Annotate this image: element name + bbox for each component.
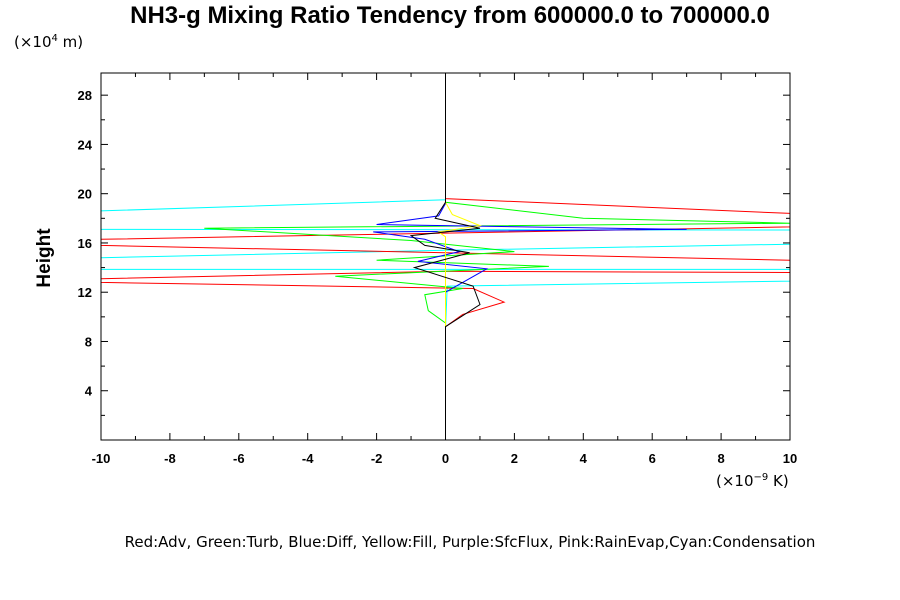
y-tick-label: 24: [78, 137, 93, 152]
x-tick-label: -2: [371, 451, 383, 466]
series-line-turb: [204, 73, 791, 439]
series-layer: [100, 73, 791, 440]
x-tick-label: 10: [783, 451, 797, 466]
y-tick-label: 8: [85, 334, 92, 349]
x-tick-label: 8: [717, 451, 724, 466]
x-tick-label: 0: [442, 451, 449, 466]
y-tick-label: 12: [78, 285, 92, 300]
legend-text: Red:Adv, Green:Turb, Blue:Diff, Yellow:F…: [124, 533, 816, 551]
series-line-diff: [373, 73, 687, 439]
x-axis-unit: (×10−9 K): [716, 472, 789, 490]
x-unit-prefix: (×10: [716, 472, 754, 490]
y-axis-label: Height: [34, 228, 55, 288]
y-unit-suffix: m): [57, 33, 84, 51]
y-unit-prefix: (×10: [14, 33, 52, 51]
x-tick-label: 6: [649, 451, 656, 466]
x-tick-label: -10: [92, 451, 111, 466]
y-unit-exponent: 4: [51, 33, 58, 44]
x-tick-label: 4: [580, 451, 588, 466]
y-tick-label: 28: [78, 88, 92, 103]
y-tick-label: 20: [78, 187, 92, 202]
x-tick-label: -6: [233, 451, 245, 466]
chart-title: NH3-g Mixing Ratio Tendency from 600000.…: [130, 2, 770, 29]
y-axis-unit: (×104 m): [14, 33, 83, 51]
y-tick-label: 4: [85, 384, 93, 399]
series-line-total: [409, 73, 481, 439]
x-tick-label: -4: [302, 451, 314, 466]
x-unit-exponent: −9: [753, 472, 769, 483]
x-tick-label: 2: [511, 451, 518, 466]
x-tick-label: -8: [164, 451, 176, 466]
x-unit-suffix: K): [768, 472, 789, 490]
y-tick-label: 16: [78, 236, 92, 251]
